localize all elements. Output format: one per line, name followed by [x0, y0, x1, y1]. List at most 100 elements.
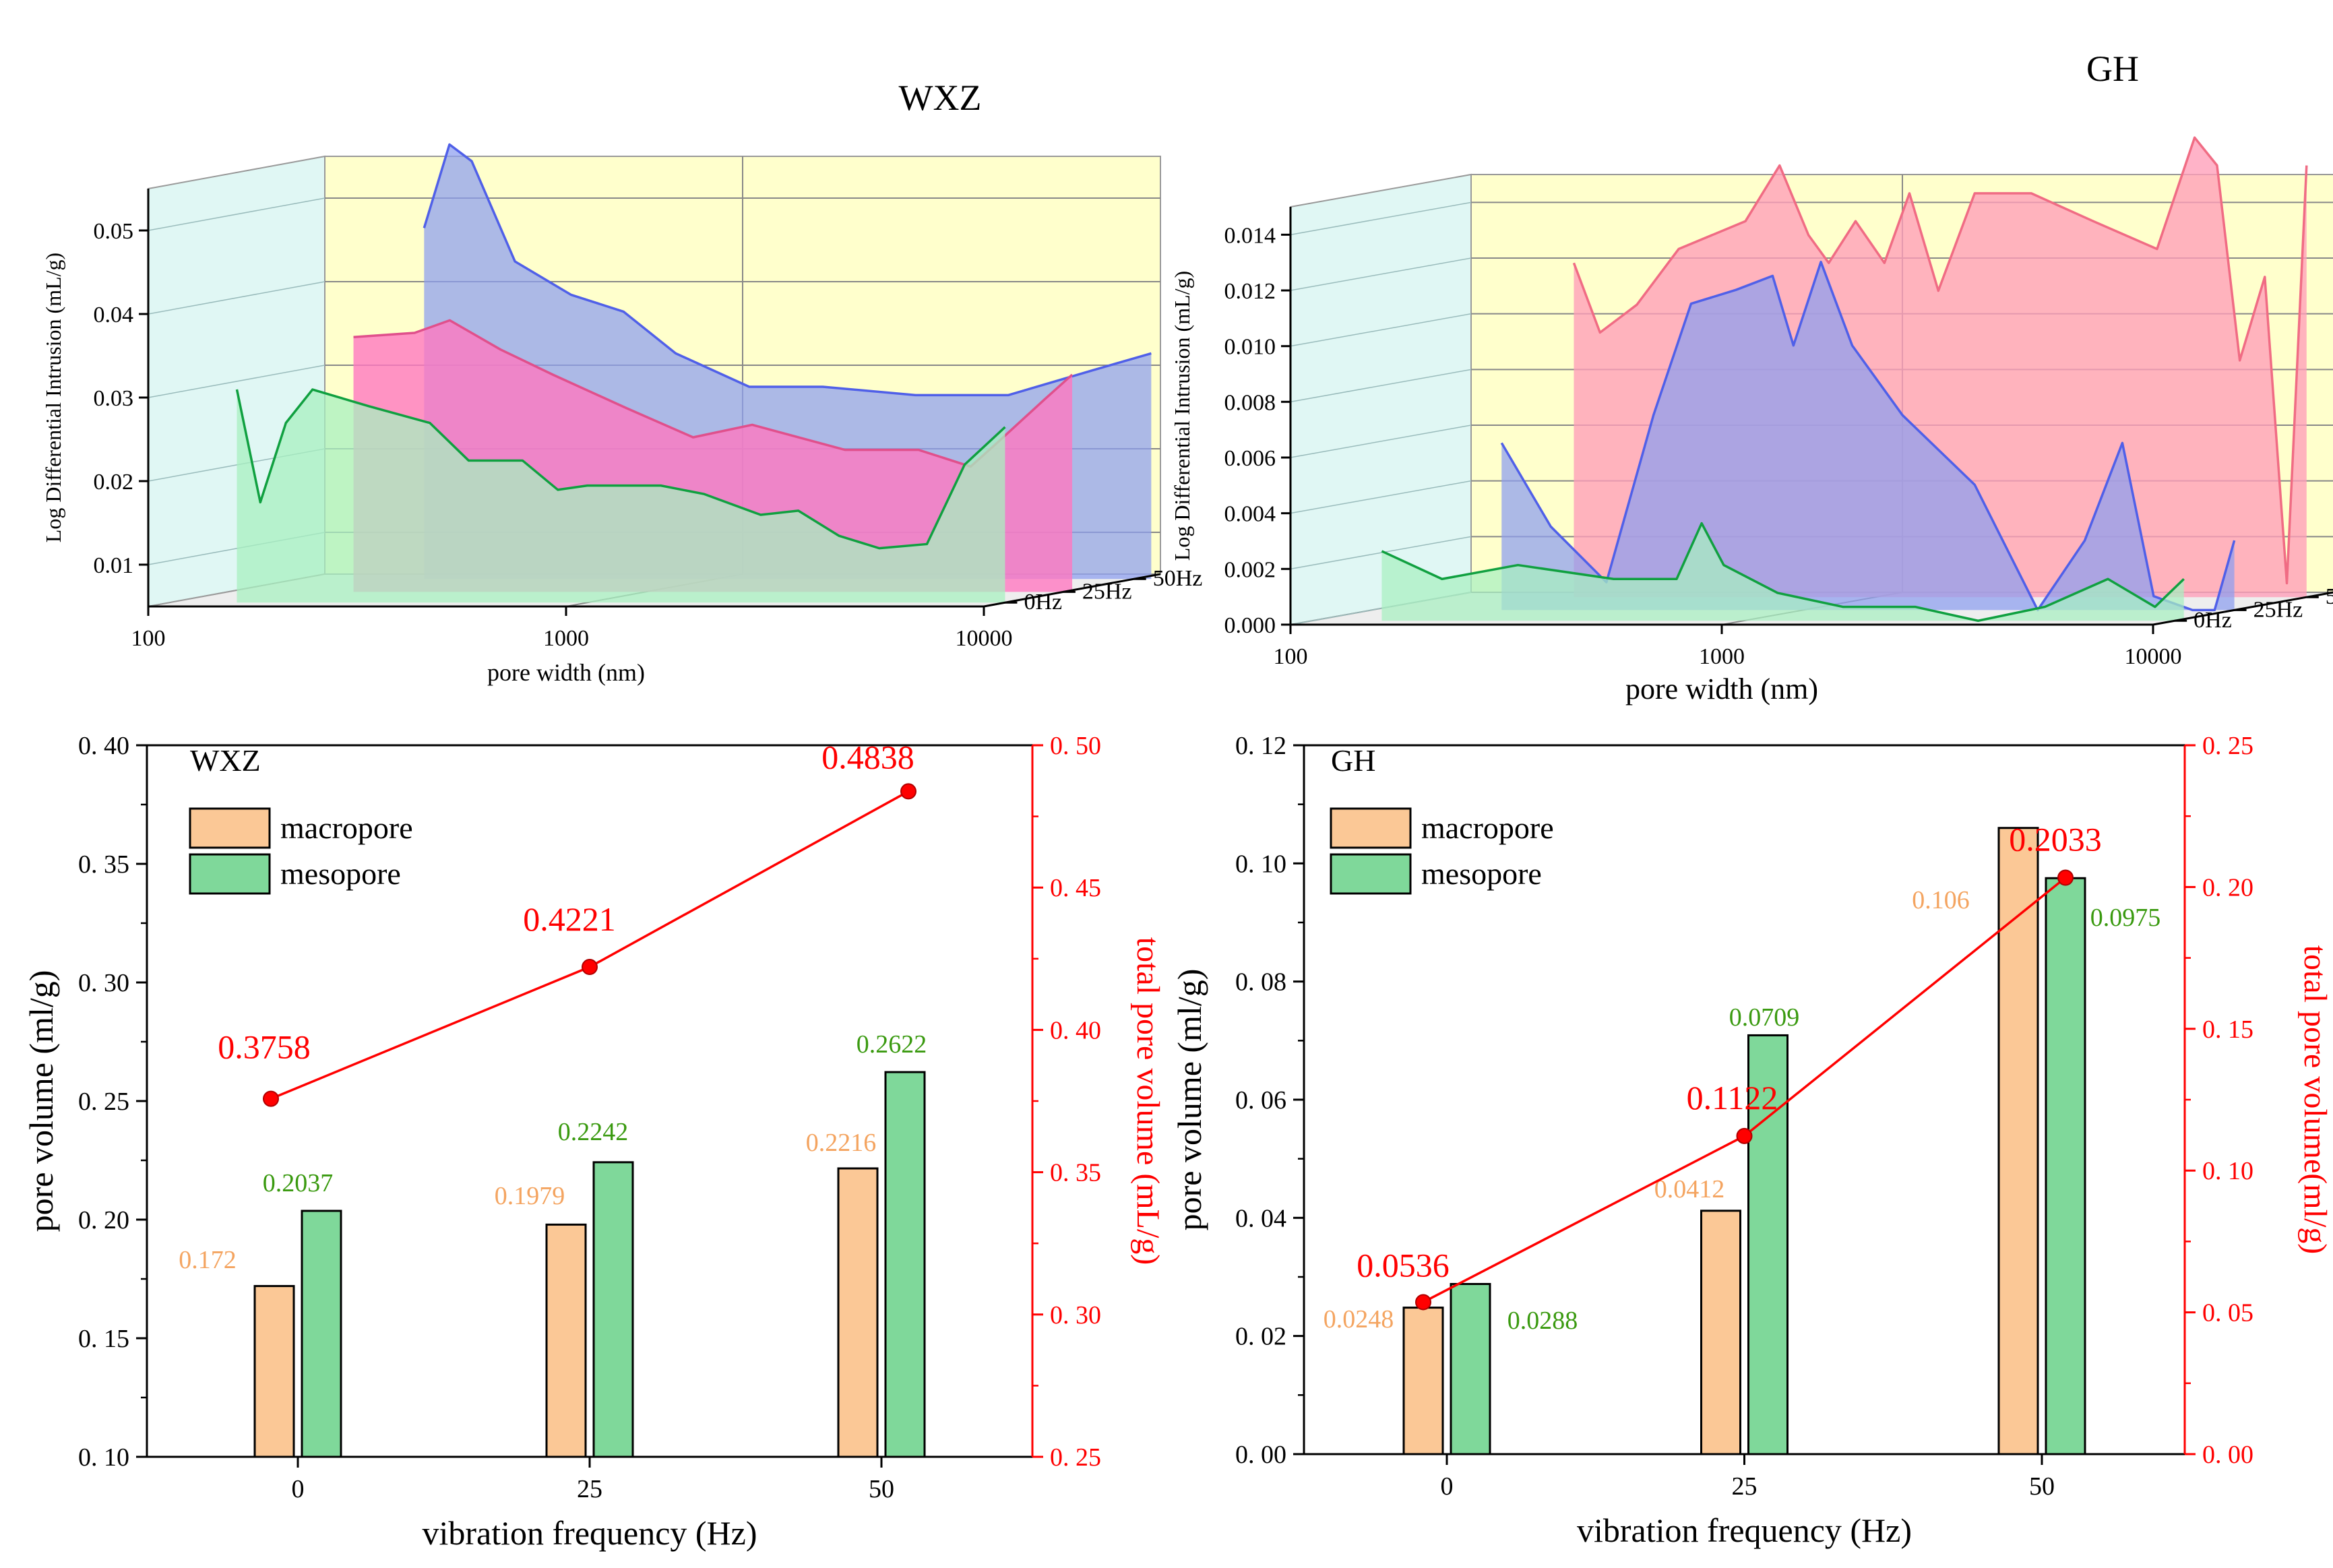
y-tick-label: 0.014 — [1224, 223, 1276, 248]
macropore-value-label: 0.106 — [1912, 886, 1970, 914]
side-gridline — [148, 365, 325, 398]
series-area-25Hz — [1501, 261, 2235, 610]
y-tick-label: 0.05 — [94, 219, 134, 244]
legend-mesopore-label: mesopore — [1421, 856, 1542, 891]
z-axis — [983, 573, 1161, 608]
total-point — [900, 783, 916, 800]
x-tick-label: 50 — [2029, 1472, 2055, 1501]
y-tick-label: 0. 10 — [1235, 850, 1286, 878]
z-tick-label: 50Hz — [2326, 584, 2333, 609]
z-axis — [2152, 591, 2333, 626]
side-wall — [1290, 173, 1472, 626]
y-tick-label: 0.000 — [1224, 613, 1276, 638]
gh-3d-panel: 0.000 0.002 0.004 0.006 0.008 0.010 0.012 0.014… — [1170, 49, 2333, 705]
mesopore-value-label: 0.0975 — [2090, 904, 2161, 932]
y2-tick-label: 0. 00 — [2202, 1441, 2253, 1469]
y-tick-label: 0. 06 — [1235, 1086, 1286, 1115]
side-gridline — [1290, 257, 1472, 291]
total-value-label: 0.4838 — [821, 738, 914, 776]
y2-axis-title: total pore volume(ml/g) — [2297, 945, 2333, 1255]
macropore-bar — [1997, 827, 2039, 1455]
mesopore-value-label: 0.0709 — [1729, 1003, 1800, 1032]
side-gridline — [1290, 425, 1472, 458]
mesopore-value-label: 0.2037 — [263, 1169, 334, 1197]
gh-bar-panel: 0. 00 0. 02 0. 04 0. 06 0. 08 0. 10 0. 12 0. 00… — [1171, 732, 2333, 1549]
total-value-label: 0.1122 — [1687, 1079, 1778, 1117]
series-line-50Hz — [1572, 136, 2308, 585]
y-tick-label: 0. 25 — [78, 1088, 129, 1116]
y-axis-title: pore volume (ml/g) — [22, 970, 60, 1232]
y-tick-label: 0. 40 — [78, 732, 129, 760]
y-tick-label: 0. 12 — [1235, 732, 1286, 760]
total-point — [263, 1090, 279, 1107]
macropore-value-label: 0.0412 — [1654, 1175, 1725, 1203]
mesopore-bar — [1450, 1283, 1491, 1455]
macropore-value-label: 0.2216 — [806, 1129, 877, 1157]
mesopore-value-label: 0.0288 — [1507, 1307, 1578, 1335]
x-tick-label: 10000 — [2125, 644, 2182, 669]
total-point — [1736, 1127, 1753, 1144]
panel-label: GH — [1331, 743, 1375, 778]
wxz-bar-panel: 0. 10 0. 15 0. 20 0. 25 0. 30 0. 35 0. 40 0. 25… — [22, 732, 1166, 1552]
y2-tick-label: 0. 30 — [1050, 1301, 1101, 1329]
x-tick-label: 10000 — [956, 626, 1013, 651]
macropore-value-label: 0.172 — [179, 1246, 237, 1274]
side-gridline — [148, 197, 325, 231]
macropore-value-label: 0.0248 — [1324, 1305, 1394, 1334]
total-point — [1415, 1294, 1431, 1311]
legend-macropore-swatch — [1330, 807, 1412, 849]
y-axis-title: Log Differential Intrusion (mL/g) — [1170, 271, 1194, 561]
side-gridline — [1290, 313, 1472, 347]
macropore-bar — [253, 1285, 295, 1458]
panel-label: WXZ — [190, 743, 261, 778]
legend-macropore-swatch — [189, 807, 271, 849]
side-gridline — [1290, 480, 1472, 514]
y2-axis-title: total pore volume (mL/g) — [1130, 937, 1166, 1265]
total-value-label: 0.4221 — [523, 900, 616, 938]
x-tick-label: 25 — [577, 1475, 602, 1503]
side-gridline — [1290, 369, 1472, 403]
total-point — [2057, 869, 2074, 886]
total-value-label: 0.0536 — [1357, 1246, 1450, 1284]
z-tick-label: 0Hz — [1024, 590, 1062, 615]
total-value-label: 0.3758 — [218, 1028, 311, 1066]
y2-tick-label: 0. 45 — [1050, 874, 1101, 902]
x-axis-title: pore width (nm) — [1625, 672, 1818, 705]
y-tick-label: 0. 08 — [1235, 968, 1286, 997]
y-tick-label: 0. 10 — [78, 1443, 129, 1472]
y-tick-label: 0.008 — [1224, 390, 1276, 415]
y2-tick-label: 0. 35 — [1050, 1159, 1101, 1187]
panel-label: GH — [2086, 49, 2139, 89]
side-gridline — [1290, 536, 1472, 570]
series-line-0Hz — [1381, 522, 2185, 622]
legend-mesopore-label: mesopore — [280, 856, 401, 891]
y-axis-title: pore volume (ml/g) — [1171, 969, 1208, 1231]
y-tick-label: 0.004 — [1224, 502, 1276, 527]
y-tick-label: 0. 02 — [1235, 1323, 1286, 1351]
y-tick-label: 0. 20 — [78, 1206, 129, 1234]
y-tick-label: 0. 00 — [1235, 1441, 1286, 1469]
y-tick-label: 0.010 — [1224, 335, 1276, 360]
y-tick-label: 0. 35 — [78, 850, 129, 879]
x-tick-label: 25 — [1732, 1472, 1757, 1501]
y-tick-label: 0.01 — [94, 553, 134, 578]
z-tick-label: 0Hz — [2194, 608, 2232, 633]
x-axis-title: vibration frequency (Hz) — [1577, 1511, 1912, 1549]
x-axis-title: pore width (nm) — [487, 659, 645, 686]
x-tick-label: 0 — [292, 1475, 305, 1503]
x-tick-label: 0 — [1441, 1472, 1454, 1501]
z-tick-label: 50Hz — [1153, 566, 1203, 591]
y-axis-title: Log Differential Intrusion (mL/g) — [41, 253, 65, 542]
legend-macropore-label: macropore — [280, 811, 413, 845]
y-tick-label: 0.002 — [1224, 557, 1276, 582]
side-gridline — [1290, 201, 1472, 236]
total-point — [582, 959, 598, 976]
y-tick-label: 0.04 — [94, 303, 134, 327]
series-line-50Hz — [423, 143, 1152, 397]
y2-tick-label: 0. 10 — [2202, 1157, 2253, 1185]
macropore-bar — [837, 1167, 879, 1458]
mesopore-value-label: 0.2242 — [558, 1118, 629, 1146]
macropore-bar — [1700, 1210, 1741, 1455]
y2-tick-label: 0. 20 — [2202, 873, 2253, 902]
series-line-0Hz — [235, 388, 1006, 550]
